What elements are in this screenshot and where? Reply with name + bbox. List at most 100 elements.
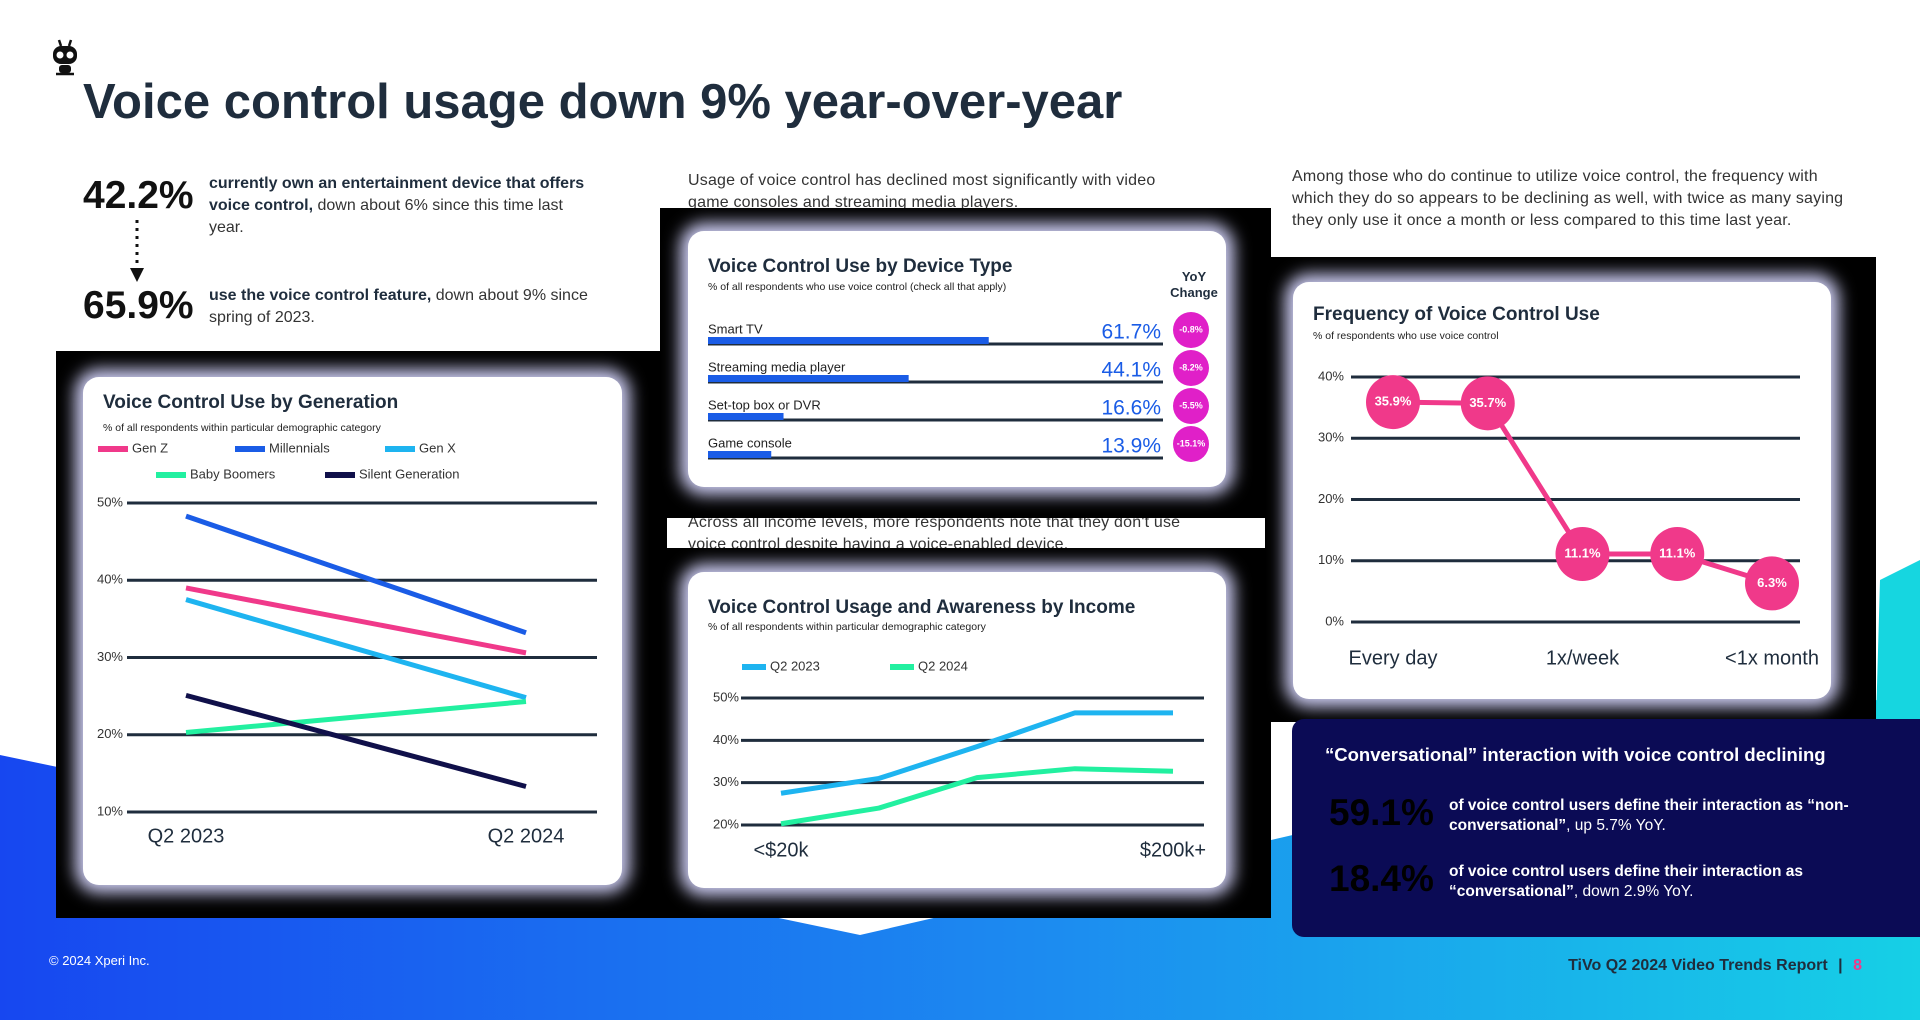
y-tick-label: 40%	[1318, 368, 1344, 383]
change-badge	[1173, 350, 1209, 386]
point	[1745, 556, 1799, 611]
x-tick-label: Q2 2023	[148, 825, 225, 847]
bar	[708, 337, 989, 344]
change-label: -15.1%	[1177, 438, 1206, 448]
intro-text: Among those who do continue to utilize v…	[1292, 168, 1844, 229]
y-tick-label: 50%	[97, 494, 123, 509]
chart: Smart TV 61.7% -0.8% Streaming media player…	[708, 312, 1209, 462]
callout-rest: , down 2.9% YoY.	[1573, 883, 1694, 900]
series-line	[185, 597, 527, 701]
series-line	[780, 710, 1173, 796]
legend-label: Millennials	[269, 440, 330, 455]
chart-title: Voice Control Use by Generation	[103, 392, 399, 413]
stat-rest: down about 9% since spring of 2023.	[209, 287, 588, 326]
data-label: 11.1%	[1564, 545, 1601, 560]
x-tick-label: $200k+	[1140, 839, 1206, 861]
data-label: 35.9%	[1375, 394, 1412, 409]
point	[1366, 375, 1420, 430]
value-label: 44.1%	[1101, 359, 1161, 382]
data-label: 35.7%	[1469, 395, 1506, 410]
bar	[708, 451, 772, 458]
legend-label: Gen X	[419, 440, 456, 455]
x-tick-label: Q2 2024	[488, 825, 565, 847]
note-strip: Across all income levels, more responden…	[667, 518, 1265, 548]
category-label: Smart TV	[708, 321, 763, 336]
change-label: -0.8%	[1179, 324, 1203, 334]
point	[1650, 527, 1705, 582]
chart-subtitle: % of all respondents who use voice contr…	[708, 281, 1007, 293]
series-line	[185, 692, 527, 789]
chart-card: Voice Control Use by Device Type % of al…	[688, 231, 1226, 487]
change-badge	[1173, 312, 1209, 348]
legend-swatch	[325, 472, 355, 478]
stat-value: 65.9%	[83, 284, 194, 327]
data-label: 6.3%	[1757, 575, 1787, 590]
point	[1460, 376, 1515, 431]
bar	[708, 413, 784, 420]
chart-card: Voice Control Usage and Awareness by Inc…	[688, 572, 1226, 888]
y-tick-label: 20%	[97, 726, 123, 741]
legend-swatch	[98, 446, 128, 452]
x-tick-label: Every day	[1349, 647, 1438, 669]
chart: 0% 10% 20% 30% 40% Every day 1x/week <1x month 3…	[1318, 368, 1819, 669]
point	[1555, 527, 1610, 582]
intro-text: Usage of voice control has declined most…	[688, 172, 1156, 211]
logo	[53, 39, 77, 76]
y-tick-label: 40%	[97, 572, 123, 587]
y-tick-label: 50%	[713, 689, 739, 704]
callout-bold: of voice control users define their inte…	[1449, 863, 1804, 900]
page-title: Voice control usage down 9% year-over-ye…	[83, 75, 1123, 129]
chart-title: Frequency of Voice Control Use	[1313, 304, 1600, 325]
change-label: -8.2%	[1179, 362, 1203, 372]
y-tick-label: 30%	[97, 649, 123, 664]
chart: 10% 20% 30% 40% 50% Q2 2023 Q2 2024 Gen Z Millen…	[97, 440, 597, 847]
stat-bold: use the voice control feature,	[209, 287, 432, 304]
callout-value: 59.1%	[1329, 792, 1434, 833]
footer-report: TiVo Q2 2024 Video Trends Report | 8	[1568, 957, 1862, 975]
report-name: TiVo Q2 2024 Video Trends Report	[1568, 957, 1828, 974]
callout-value: 18.4%	[1329, 858, 1434, 899]
value-label: 16.6%	[1101, 397, 1161, 420]
stat-rest: down about 6% since this time last year.	[209, 197, 563, 236]
chart-card: Voice Control Use by Generation % of all…	[83, 377, 622, 885]
dotted-arrow	[130, 220, 144, 282]
callout-rest: , up 5.7% YoY.	[1566, 817, 1666, 834]
series-line	[780, 766, 1174, 827]
change-badge	[1173, 426, 1209, 462]
x-tick-label: <$20k	[753, 839, 809, 861]
y-tick-label: 30%	[713, 774, 739, 789]
chart-subtitle: % of all respondents within particular d…	[103, 422, 381, 434]
legend-swatch	[385, 446, 415, 452]
series-line	[185, 585, 527, 656]
column-header: YoY Change	[1170, 269, 1218, 300]
income-note: Across all income levels, more responden…	[688, 518, 1181, 548]
callout-text: of voice control users define their inte…	[1449, 796, 1879, 836]
x-tick-label: 1x/week	[1546, 647, 1620, 669]
series-line	[185, 513, 527, 636]
y-tick-label: 20%	[713, 816, 739, 831]
legend-swatch	[742, 664, 766, 670]
change-badge	[1173, 388, 1209, 424]
chart: 20% 30% 40% 50% <$20k $200k+ Q2 2023 Q2 2024	[713, 658, 1206, 861]
background-shape	[0, 690, 1920, 1020]
legend-label: Gen Z	[132, 440, 168, 455]
y-tick-label: 40%	[713, 732, 739, 747]
callout-box: “Conversational” interaction with voice …	[1292, 719, 1920, 937]
chart-card: Frequency of Voice Control Use % of resp…	[1293, 282, 1831, 699]
y-tick-label: 10%	[1318, 552, 1344, 567]
series-line	[185, 699, 527, 735]
data-label: 11.1%	[1659, 545, 1696, 560]
category-label: Game console	[708, 435, 792, 450]
legend-label: Q2 2023	[770, 658, 820, 673]
value-label: 13.9%	[1101, 435, 1161, 458]
legend-label: Baby Boomers	[190, 466, 276, 481]
callout-title: “Conversational” interaction with voice …	[1325, 744, 1826, 765]
y-tick-label: 10%	[97, 803, 123, 818]
x-tick-label: <1x month	[1725, 647, 1819, 669]
background-shape	[1876, 560, 1920, 722]
change-label: -5.5%	[1179, 400, 1203, 410]
page-number: 8	[1853, 957, 1862, 974]
value-label: 61.7%	[1101, 321, 1161, 344]
